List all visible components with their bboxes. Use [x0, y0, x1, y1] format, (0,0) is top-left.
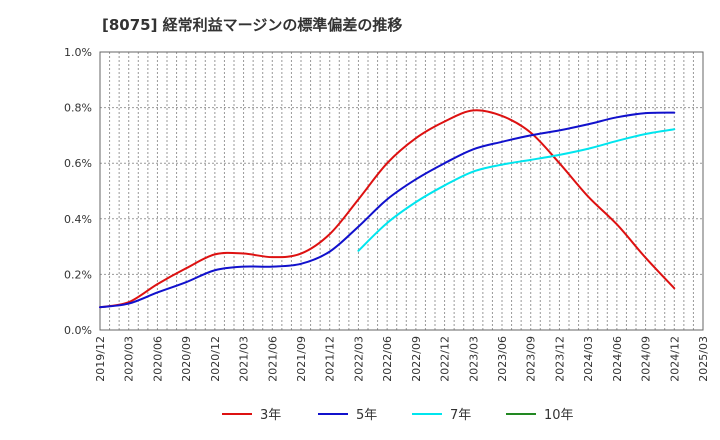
x-tick-label: 2021/09 — [295, 336, 308, 382]
y-tick-label: 0.8% — [64, 102, 92, 115]
x-tick-label: 2024/12 — [668, 336, 681, 382]
x-tick-label: 2023/12 — [553, 336, 566, 382]
series-line-1 — [99, 111, 676, 309]
y-tick-label: 0.0% — [64, 324, 92, 337]
x-tick-label: 2020/12 — [209, 336, 222, 382]
chart-title: [8075] 経常利益マージンの標準偏差の推移 — [102, 16, 403, 34]
y-tick-label: 0.4% — [64, 213, 92, 226]
y-tick-label: 1.0% — [64, 46, 92, 59]
x-tick-label: 2021/12 — [324, 336, 337, 382]
x-tick-label: 2022/12 — [439, 336, 452, 382]
x-tick-label: 2020/06 — [151, 336, 164, 382]
x-tick-label: 2024/03 — [582, 336, 595, 382]
legend-label: 3年 — [260, 408, 281, 423]
x-tick-label: 2024/09 — [640, 336, 653, 382]
x-tick-label: 2022/06 — [381, 336, 394, 382]
x-tick-label: 2020/09 — [180, 336, 193, 382]
legend-label: 7年 — [450, 408, 471, 423]
series-line-0 — [99, 109, 676, 309]
x-tick-label: 2023/06 — [496, 336, 509, 382]
x-tick-label: 2022/03 — [352, 336, 365, 382]
legend: 3年 5年 7年 10年 — [222, 408, 574, 423]
x-tick-label: 2022/09 — [410, 336, 423, 382]
x-tick-label: 2023/03 — [467, 336, 480, 382]
series-line-2 — [357, 128, 676, 252]
plot-frame — [99, 51, 704, 331]
series-lines — [99, 109, 676, 309]
axes: 0.0% 0.2% 0.4% 0.6% 0.8% 1.0% 2019/12 2020/03 20… — [64, 46, 710, 382]
x-tick-label: 2024/06 — [611, 336, 624, 382]
x-tick-label: 2019/12 — [94, 336, 107, 382]
x-tick-label: 2023/09 — [525, 336, 538, 382]
legend-label: 10年 — [544, 408, 574, 423]
x-tick-label: 2021/03 — [238, 336, 251, 382]
x-tick-label: 2021/06 — [266, 336, 279, 382]
x-tick-label: 2025/03 — [697, 336, 710, 382]
legend-label: 5年 — [356, 408, 377, 423]
x-tick-label: 2020/03 — [123, 336, 136, 382]
y-tick-label: 0.2% — [64, 268, 92, 281]
y-tick-label: 0.6% — [64, 157, 92, 170]
grid-lines — [99, 52, 704, 330]
